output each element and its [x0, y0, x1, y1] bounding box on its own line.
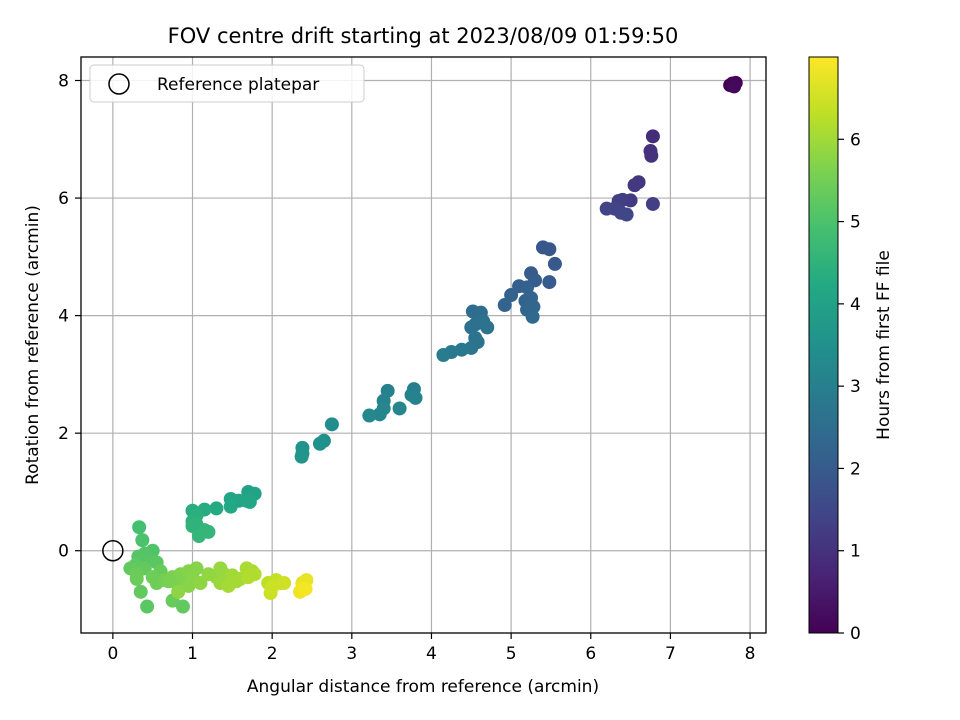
x-tick-label: 1 [187, 644, 198, 664]
data-point [132, 520, 147, 535]
x-tick-label: 8 [745, 644, 756, 664]
data-point [542, 242, 557, 257]
data-point [135, 533, 150, 548]
y-tick-label: 0 [58, 542, 69, 562]
colorbar-tick-label: 6 [850, 130, 861, 150]
colorbar-ticks: 0 1 2 3 4 5 6 [838, 130, 861, 644]
data-point [525, 309, 540, 324]
x-axis-label: Angular distance from reference (arcmin) [247, 677, 599, 697]
colorbar-label: Hours from first FF file [874, 250, 894, 440]
data-point [133, 584, 148, 599]
x-tick-label: 2 [267, 644, 278, 664]
data-point [191, 529, 206, 544]
data-point [542, 275, 557, 290]
data-point [263, 586, 278, 601]
data-point [436, 347, 451, 362]
data-point [645, 129, 660, 144]
data-point [181, 578, 196, 593]
data-point [294, 449, 309, 464]
data-point [223, 499, 238, 514]
data-point [129, 571, 144, 586]
data-point [312, 436, 327, 451]
x-tick-label: 3 [346, 644, 357, 664]
data-point [324, 417, 339, 432]
y-tick-label: 8 [58, 72, 69, 92]
data-point [727, 79, 742, 94]
chart-title: FOV centre drift starting at 2023/08/09 … [168, 24, 679, 48]
y-tick-label: 2 [58, 424, 69, 444]
data-point [362, 408, 377, 423]
reference-platepar-marker [102, 539, 124, 562]
colorbar-tick-label: 1 [850, 542, 861, 562]
colorbar-tick-label: 3 [850, 377, 861, 397]
data-point [372, 407, 387, 422]
x-tick-label: 6 [585, 644, 596, 664]
x-tick-label: 7 [665, 644, 676, 664]
y-tick-label: 6 [58, 189, 69, 209]
legend-label: Reference platepar [157, 75, 319, 95]
data-point [599, 201, 614, 216]
data-point [480, 320, 495, 335]
data-point [277, 576, 292, 591]
data-point [242, 494, 257, 509]
data-point [645, 196, 660, 211]
colorbar-tick-label: 2 [850, 459, 861, 479]
y-axis-label: Rotation from reference (arcmin) [23, 205, 43, 485]
colorbar: 0 1 2 3 4 5 6 Hours from first FF file [808, 56, 894, 644]
data-point [520, 280, 535, 295]
data-point [298, 581, 313, 596]
data-point [408, 390, 423, 405]
plot-frame [80, 56, 767, 634]
data-point [644, 148, 659, 163]
colorbar-tick-label: 0 [850, 624, 861, 644]
data-point [185, 519, 200, 534]
x-tick-label: 5 [506, 644, 517, 664]
legend: Reference platepar [89, 64, 365, 103]
scatter-points [123, 75, 743, 614]
data-point [619, 207, 634, 222]
colorbar-tick-label: 5 [850, 213, 861, 233]
colorbar-gradient [808, 56, 839, 634]
legend-marker [108, 73, 130, 95]
data-point [464, 320, 479, 335]
colorbar-tick-label: 4 [850, 295, 861, 315]
data-point [392, 401, 407, 416]
data-point [497, 298, 512, 313]
x-tick-label: 4 [426, 644, 437, 664]
y-tick-label: 4 [58, 307, 69, 327]
legend-box [89, 64, 365, 103]
data-point [171, 584, 186, 599]
data-point [175, 599, 190, 614]
data-point [221, 578, 236, 593]
data-point [504, 288, 519, 303]
grid-lines [81, 57, 766, 633]
data-point [547, 256, 562, 271]
data-point [140, 599, 155, 614]
data-point [627, 178, 642, 193]
x-axis-ticks: 0 1 2 3 4 5 6 7 8 [107, 633, 755, 664]
data-point [241, 570, 256, 585]
data-point [209, 501, 224, 516]
y-axis-ticks: 0 2 4 6 8 [58, 72, 81, 562]
x-tick-label: 0 [107, 644, 118, 664]
